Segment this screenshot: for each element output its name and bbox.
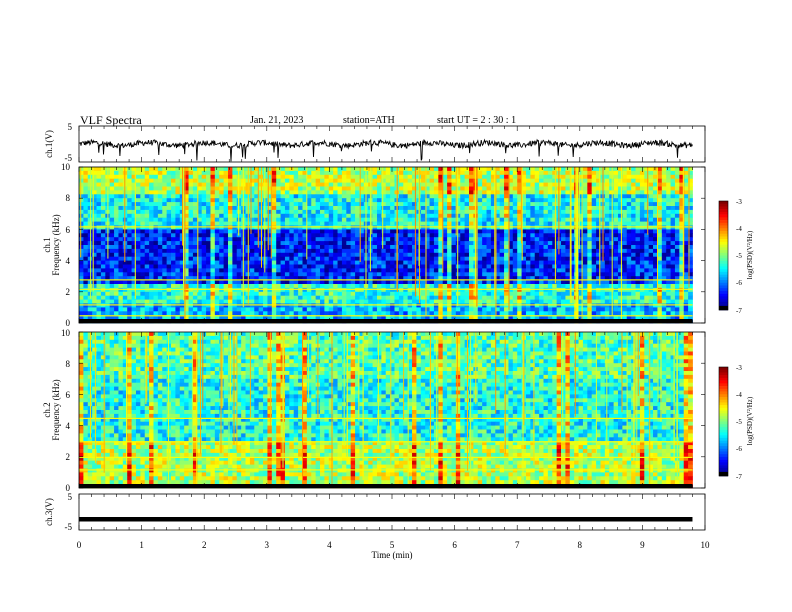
ch2-colorbar-tick-minus5: -5 xyxy=(736,418,742,426)
xtick-9: 9 xyxy=(640,540,645,550)
ch1-ytick-10: 10 xyxy=(61,162,71,172)
ch1-colorbar-tick-minus7: -7 xyxy=(736,307,742,315)
ch2-spectrogram-ylabel-channel: ch.2 xyxy=(42,402,52,417)
ch1-waveform-ylabel: ch.1(V) xyxy=(44,130,54,158)
ch3-waveform-frame xyxy=(78,493,706,531)
ch1-colorbar-tick-minus5: -5 xyxy=(736,252,742,260)
time-axis-label: Time (min) xyxy=(372,550,413,560)
xtick-3: 3 xyxy=(265,540,270,550)
ch1-spectrogram-panel: 10 8 6 4 2 0 ch.1 Frequency (kHz) -3 -4 … xyxy=(42,162,754,328)
ch1-ytick-8: 8 xyxy=(66,193,71,203)
ch1-spectrogram-image xyxy=(79,167,693,324)
ch2-colorbar-tick-minus6: -6 xyxy=(736,445,742,453)
ch3-waveform-ylabel: ch.3(V) xyxy=(44,498,54,526)
ch1-colorbar-tick-minus4: -4 xyxy=(736,225,742,233)
xtick-0: 0 xyxy=(77,540,82,550)
ch2-ytick-6: 6 xyxy=(66,390,71,400)
ch1-spectrogram-ylabel-frequency: Frequency (kHz) xyxy=(51,214,61,275)
ch2-colorbar-tick-minus4: -4 xyxy=(736,391,742,399)
ch2-colorbar-label: log(PSD)(V²/Hz) xyxy=(746,396,754,445)
ch1-ytick-4: 4 xyxy=(66,256,71,266)
ch2-spectrogram-ylabel-frequency: Frequency (kHz) xyxy=(51,379,61,440)
xtick-2: 2 xyxy=(202,540,207,550)
ch3-ytick-bottom: -5 xyxy=(65,522,73,532)
ch1-ytick-2: 2 xyxy=(66,287,71,297)
ch2-ytick-2: 2 xyxy=(66,452,71,462)
time-axis-ticks xyxy=(78,126,706,530)
ch2-ytick-8: 8 xyxy=(66,359,71,369)
xtick-6: 6 xyxy=(452,540,457,550)
ch1-colorbar xyxy=(719,201,728,311)
ch2-colorbar xyxy=(719,367,728,477)
ch2-spectrogram-panel: 10 8 6 4 2 0 ch.2 Frequency (kHz) -3 -4 … xyxy=(42,328,754,493)
ch1-colorbar-tick-minus3: -3 xyxy=(736,198,742,206)
header-start-time: start UT = 2 : 30 : 1 xyxy=(437,115,516,126)
xtick-7: 7 xyxy=(515,540,520,550)
ch2-ytick-4: 4 xyxy=(66,421,71,431)
xtick-4: 4 xyxy=(327,540,332,550)
ch2-colorbar-frame xyxy=(718,366,729,477)
xtick-8: 8 xyxy=(578,540,583,550)
ch3-ytick-top: 5 xyxy=(68,492,73,502)
header-date: Jan. 21, 2023 xyxy=(250,115,303,126)
ch2-colorbar-tick-minus7: -7 xyxy=(736,473,742,481)
ch1-waveform-line xyxy=(79,138,693,162)
ch2-ytick-0: 0 xyxy=(66,483,71,493)
ch1-waveform-panel: 5 -5 ch.1(V) xyxy=(44,122,706,163)
ch2-ytick-10: 10 xyxy=(61,328,71,338)
ch2-spectrogram-image xyxy=(79,332,693,489)
ch1-ytick-6: 6 xyxy=(66,225,71,235)
ch1-colorbar-frame xyxy=(718,200,729,311)
ch1-ytick-0: 0 xyxy=(66,318,71,328)
ch1-colorbar-label: log(PSD)(V²/Hz) xyxy=(746,230,754,279)
header-station: station=ATH xyxy=(343,115,395,126)
figure-title: VLF Spectra xyxy=(80,113,142,127)
ch1-ytick-top: 5 xyxy=(68,122,73,132)
ch1-colorbar-tick-minus6: -6 xyxy=(736,279,742,287)
xtick-5: 5 xyxy=(390,540,395,550)
ch3-waveform-panel: 5 -5 ch.3(V) 0 1 2 3 4 5 6 7 8 9 10 Time… xyxy=(44,126,710,560)
xtick-10: 10 xyxy=(701,540,711,550)
ch1-spectrogram-ylabel-channel: ch.1 xyxy=(42,237,52,252)
ch1-ytick-bottom: -5 xyxy=(65,153,73,163)
ch2-colorbar-tick-minus3: -3 xyxy=(736,364,742,372)
xtick-1: 1 xyxy=(139,540,144,550)
